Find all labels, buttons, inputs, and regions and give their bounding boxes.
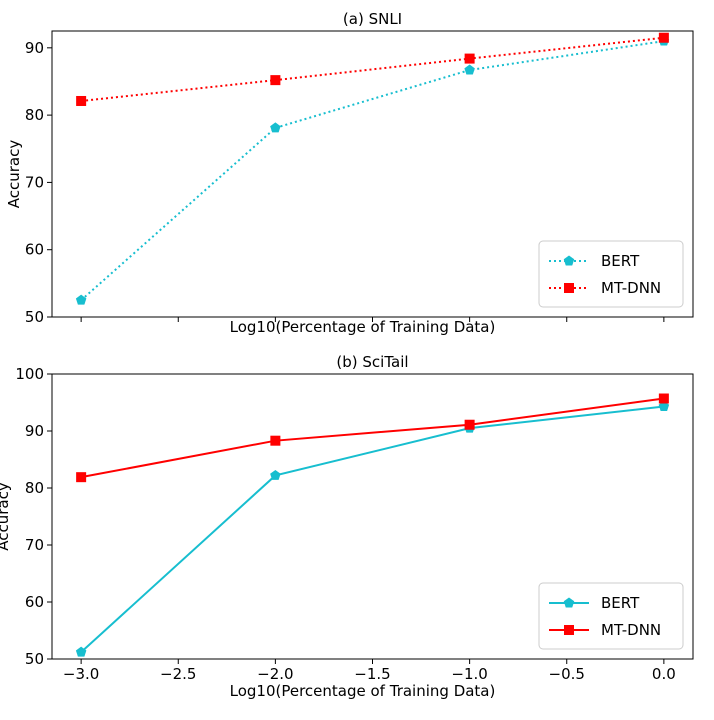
data-point-bert	[75, 294, 87, 305]
x-tick-label: 0.0	[652, 665, 676, 683]
y-tick-label: 90	[25, 39, 44, 57]
legend-marker-mt-dnn	[564, 283, 574, 293]
legend-label-bert: BERT	[601, 252, 640, 270]
y-tick-label: 100	[15, 365, 44, 383]
legend-marker-bert	[563, 597, 575, 608]
data-point-bert	[75, 646, 87, 657]
x-axis-label: Log10(Percentage of Training Data)	[230, 682, 496, 700]
series-line-bert	[80, 405, 664, 653]
series-line-bert	[80, 40, 665, 301]
legend	[538, 240, 684, 308]
y-tick-label: 70	[25, 536, 44, 554]
x-tick-label: −1.0	[451, 665, 487, 683]
y-tick-label: 80	[25, 479, 44, 497]
x-tick-label: −0.5	[549, 665, 585, 683]
x-tick-label: −2.5	[160, 665, 196, 683]
data-point-bert	[464, 64, 475, 75]
legend-marker-bert	[563, 255, 575, 266]
x-tick-label: −1.5	[354, 665, 390, 683]
series-line-mt-dnn	[80, 397, 664, 479]
series-line-mt-dnn	[81, 36, 664, 102]
legend-label-bert: BERT	[601, 594, 640, 612]
plot-frame	[51, 373, 694, 660]
y-tick-label: 50	[25, 650, 44, 668]
chart-title: (a) SNLI	[343, 10, 402, 28]
y-tick-label: 80	[25, 106, 44, 124]
data-point-mt-dnn	[76, 472, 87, 483]
legend-label-mt-dnn: MT-DNN	[601, 279, 661, 297]
legend-label-mt-dnn: MT-DNN	[601, 621, 661, 639]
data-point-mt-dnn	[464, 53, 475, 64]
data-point-mt-dnn	[658, 32, 669, 43]
y-tick-label: 90	[25, 422, 44, 440]
legend-marker-mt-dnn	[564, 625, 574, 635]
y-axis-label: Accuracy	[5, 140, 23, 209]
chart-title: (b) SciTail	[336, 353, 408, 371]
chart-panel-scitail: (b) SciTail 50 60 70 80 90 100 −3.0 −2.5 −2.0 −1.5…	[0, 353, 694, 700]
data-point-mt-dnn	[464, 419, 475, 430]
y-tick-label: 60	[25, 593, 44, 611]
data-point-bert	[270, 122, 281, 133]
x-tick-label: −3.0	[63, 665, 99, 683]
x-axis-label: Log10(Percentage of Training Data)	[230, 318, 496, 336]
y-tick-label: 60	[25, 241, 44, 259]
data-point-mt-dnn	[270, 435, 281, 446]
x-tick-label: −2.0	[257, 665, 293, 683]
data-point-mt-dnn	[76, 95, 87, 106]
data-point-mt-dnn	[658, 393, 669, 404]
y-tick-label: 50	[25, 308, 44, 326]
legend	[538, 582, 684, 650]
y-tick-label: 70	[25, 173, 44, 191]
data-point-bert	[270, 469, 281, 480]
y-axis-label: Accuracy	[0, 482, 12, 551]
data-point-mt-dnn	[270, 75, 281, 86]
plot-frame	[51, 30, 694, 318]
chart-panel-snli: (a) SNLI 50 60 70 80 90 Log10(Percentage of Tr…	[5, 10, 694, 336]
